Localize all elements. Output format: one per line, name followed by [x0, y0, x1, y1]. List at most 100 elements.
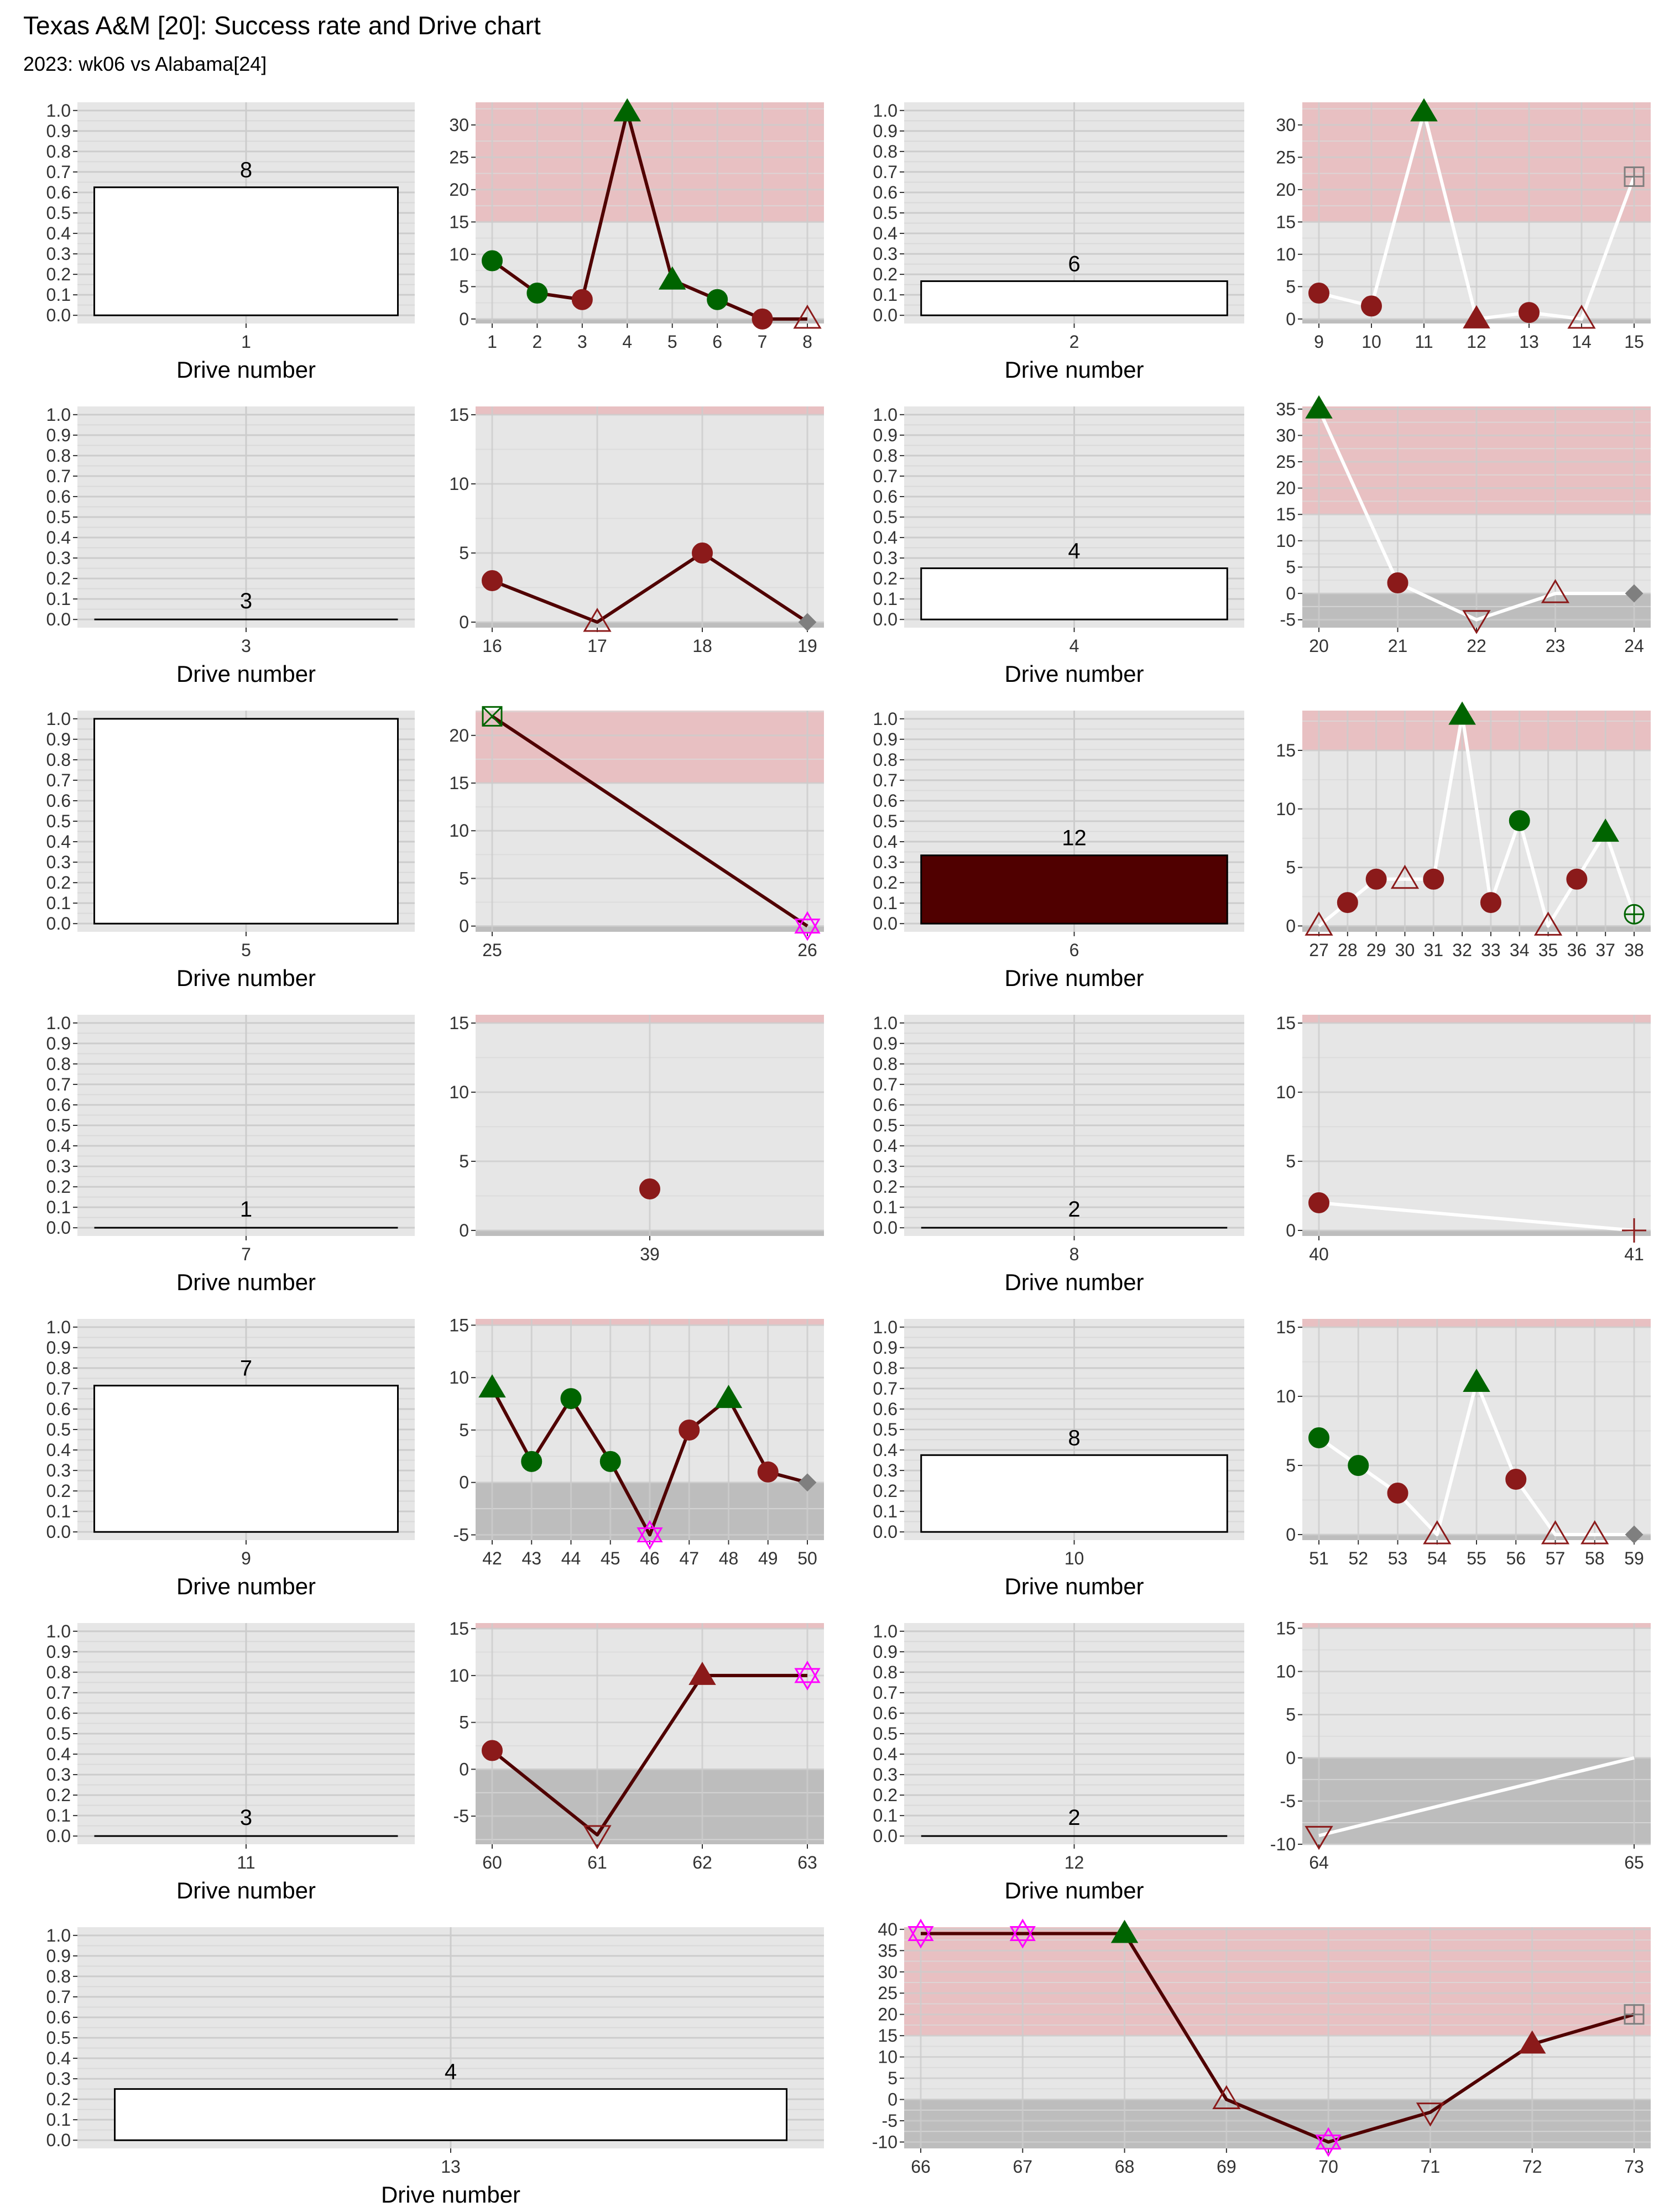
play-point [1305, 395, 1333, 419]
play-point [1387, 1483, 1408, 1504]
y-tick-label: 0.8 [873, 1662, 898, 1682]
y-tick-label: 0.9 [46, 1338, 71, 1358]
play-point [1009, 1918, 1036, 1942]
y-tick-label: 1.0 [873, 709, 898, 729]
y-tick-label: 0 [459, 1473, 469, 1493]
y-tick-label: 0.5 [873, 203, 898, 223]
play-point [1480, 892, 1501, 914]
success-rate-panel: 0.00.10.20.30.40.50.60.70.80.91.0 4 4 Drive… [873, 405, 1244, 687]
y-tick-label: 35 [1276, 399, 1296, 419]
y-tick-label: 0.6 [46, 1399, 71, 1419]
x-tick-label: 60 [482, 1853, 502, 1872]
y-tick-label: 0.2 [873, 264, 898, 284]
x-tick-label: 38 [1624, 940, 1644, 960]
drive-yardage-panel: 27 28 29 30 31 32 33 34 35 36 37 38 0 5 10 15 [1276, 701, 1651, 960]
x-tick-label: 40 [1309, 1244, 1329, 1264]
x-tick-label: 20 [1309, 636, 1329, 656]
x-tick-label: 1 [241, 332, 251, 352]
play-point [1416, 2103, 1445, 2127]
success-rate-panel: 0.00.10.20.30.40.50.60.70.80.91.0 8 10 Driv… [873, 1317, 1244, 1599]
y-tick-label: 0.0 [46, 1522, 71, 1542]
success-rate-panel: 0.00.10.20.30.40.50.60.70.80.91.0 5 Drive … [46, 709, 415, 991]
x-tick-label: 29 [1366, 940, 1386, 960]
y-tick-label: 0.0 [46, 2130, 71, 2150]
y-tick-label: 0.7 [873, 466, 898, 486]
y-tick-label: 0.2 [873, 1785, 898, 1805]
x-axis-label: Drive number [176, 1573, 316, 1599]
y-tick-label: 0.9 [46, 1034, 71, 1053]
y-tick-label: 30 [449, 115, 469, 135]
play-point [1566, 868, 1588, 890]
y-tick-label: 5 [459, 543, 469, 563]
y-tick-label: 20 [449, 726, 469, 745]
y-tick-label: 0 [459, 309, 469, 329]
play-count-label: 7 [240, 1357, 252, 1381]
success-rate-panel: 0.00.10.20.30.40.50.60.70.80.91.0 2 12 Driv… [873, 1621, 1244, 1903]
y-tick-label: 40 [878, 1919, 898, 1939]
x-tick-label: 41 [1624, 1244, 1644, 1264]
y-tick-label: 0.1 [46, 893, 71, 913]
y-tick-label: 0.4 [873, 832, 898, 852]
y-tick-label: 0.6 [46, 487, 71, 507]
play-point-cross [1315, 2134, 1342, 2157]
x-tick-label: 4 [1070, 636, 1079, 656]
x-axis-label: Drive number [1004, 1877, 1144, 1903]
y-tick-label: 20 [1276, 180, 1296, 200]
y-tick-label: 0.1 [873, 285, 898, 305]
play-count-label: 6 [1068, 252, 1080, 276]
y-tick-label: 0.5 [46, 507, 71, 527]
y-tick-label: 1.0 [873, 1621, 898, 1641]
y-tick-label: 0.9 [46, 121, 71, 141]
x-tick-label: 18 [692, 636, 712, 656]
loss-zone-band [1302, 1230, 1651, 1236]
y-tick-label: 10 [449, 244, 469, 264]
play-point [1509, 810, 1530, 831]
drive-line [1317, 408, 1634, 622]
play-point-cross [482, 706, 503, 727]
x-tick-label: 24 [1624, 636, 1644, 656]
play-point [1348, 1455, 1369, 1476]
y-tick-label: 1.0 [46, 405, 71, 425]
y-tick-label: 0.6 [873, 1095, 898, 1115]
red-zone-band [904, 1927, 1651, 2036]
y-tick-label: 20 [878, 2005, 898, 2025]
y-tick-label: 0.9 [46, 425, 71, 445]
y-tick-label: 0.3 [873, 852, 898, 872]
y-tick-label: 30 [878, 1962, 898, 1982]
x-tick-label: 44 [561, 1548, 581, 1568]
drive-line [491, 714, 808, 928]
play-point [1625, 1525, 1644, 1544]
x-tick-label: 58 [1585, 1548, 1605, 1568]
y-tick-label: 20 [1276, 478, 1296, 498]
x-tick-label: 31 [1423, 940, 1443, 960]
y-tick-label: 15 [1276, 1013, 1296, 1033]
play-point [613, 98, 641, 122]
y-tick-label: 0.3 [46, 548, 71, 568]
success-rate-panel: 0.00.10.20.30.40.50.60.70.80.91.0 1 7 Drive… [46, 1013, 415, 1295]
x-tick-label: 22 [1467, 636, 1486, 656]
success-rate-panel: 0.00.10.20.30.40.50.60.70.80.91.0 8 1 Drive… [46, 101, 415, 383]
y-tick-label: 35 [878, 1940, 898, 1960]
y-tick-label: 0.4 [46, 223, 71, 243]
y-tick-label: 15 [449, 1315, 469, 1335]
x-axis-label: Drive number [1004, 1269, 1144, 1295]
y-tick-label: 0.3 [46, 1460, 71, 1480]
play-point [521, 1451, 542, 1472]
red-zone-band [476, 406, 824, 415]
y-tick-label: 0.7 [46, 466, 71, 486]
play-point [599, 1451, 621, 1472]
play-point [482, 706, 503, 727]
y-tick-label: 0.3 [46, 852, 71, 872]
y-tick-label: 0.7 [873, 162, 898, 182]
y-tick-label: 0.1 [873, 1197, 898, 1217]
x-tick-label: 3 [577, 332, 587, 352]
y-tick-label: 0 [1286, 1748, 1296, 1768]
y-tick-label: 0.4 [46, 1440, 71, 1460]
play-point [1423, 868, 1444, 890]
play-point [526, 283, 548, 304]
x-axis-label: Drive number [176, 965, 316, 991]
y-tick-label: 0.6 [46, 182, 71, 202]
success-rate-bar [920, 280, 1228, 316]
y-tick-label: 10 [1276, 799, 1296, 819]
play-point [639, 1178, 660, 1199]
